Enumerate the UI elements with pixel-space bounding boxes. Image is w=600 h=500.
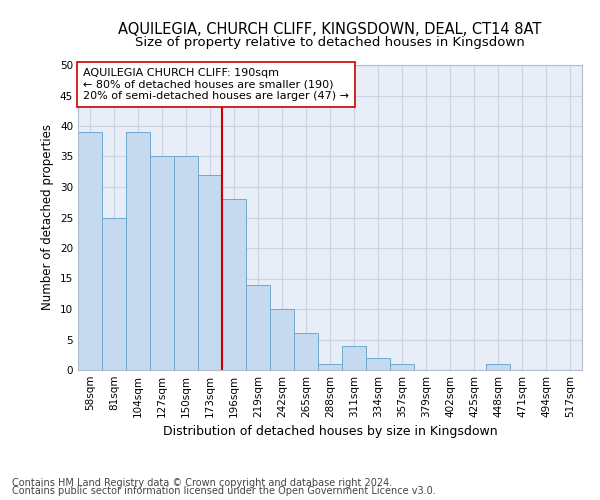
Y-axis label: Number of detached properties: Number of detached properties <box>41 124 55 310</box>
Bar <box>222 199 246 370</box>
Text: Contains HM Land Registry data © Crown copyright and database right 2024.: Contains HM Land Registry data © Crown c… <box>12 478 392 488</box>
Bar <box>150 156 174 370</box>
X-axis label: Distribution of detached houses by size in Kingsdown: Distribution of detached houses by size … <box>163 426 497 438</box>
Bar <box>102 218 126 370</box>
Bar <box>174 156 198 370</box>
Text: Contains public sector information licensed under the Open Government Licence v3: Contains public sector information licen… <box>12 486 436 496</box>
Text: AQUILEGIA, CHURCH CLIFF, KINGSDOWN, DEAL, CT14 8AT: AQUILEGIA, CHURCH CLIFF, KINGSDOWN, DEAL… <box>118 22 542 38</box>
Bar <box>246 284 270 370</box>
Bar <box>270 309 294 370</box>
Bar <box>78 132 102 370</box>
Bar <box>126 132 150 370</box>
Bar <box>486 364 510 370</box>
Bar <box>198 175 222 370</box>
Text: Size of property relative to detached houses in Kingsdown: Size of property relative to detached ho… <box>135 36 525 49</box>
Bar <box>294 334 318 370</box>
Bar <box>318 364 342 370</box>
Bar <box>342 346 366 370</box>
Bar <box>390 364 414 370</box>
Bar <box>366 358 390 370</box>
Text: AQUILEGIA CHURCH CLIFF: 190sqm
← 80% of detached houses are smaller (190)
20% of: AQUILEGIA CHURCH CLIFF: 190sqm ← 80% of … <box>83 68 349 101</box>
